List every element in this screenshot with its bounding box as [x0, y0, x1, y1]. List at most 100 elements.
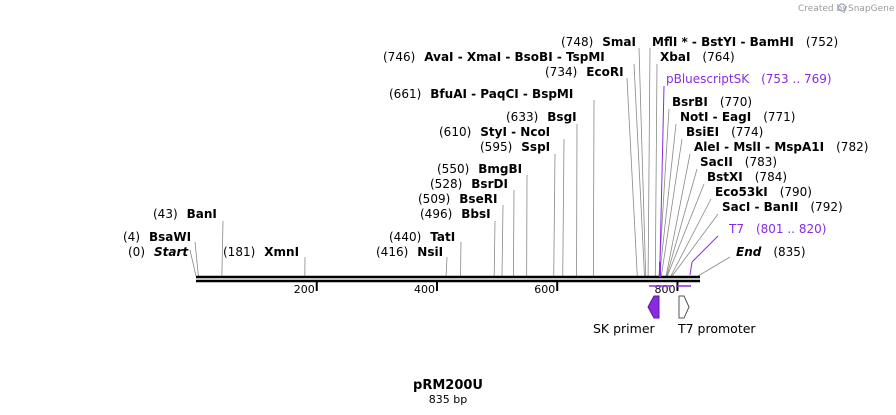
- leader-line-ecori: [626, 77, 638, 277]
- site-position: (792): [810, 200, 842, 214]
- svg-text:BstXI(784): BstXI (784): [707, 170, 787, 184]
- site-name: End: [736, 245, 762, 259]
- leader-line-bstxi: [666, 183, 705, 277]
- site-position: (835): [773, 245, 805, 259]
- site-position: (550): [437, 162, 469, 176]
- svg-text:BsiEI(774): BsiEI (774): [686, 125, 763, 139]
- sk-primer-label[interactable]: SK primer: [593, 321, 656, 336]
- site-name: Eco53kI: [715, 185, 768, 199]
- svg-text:(746)AvaI - XmaI - BsoBI: (746) AvaI - XmaI - BsoBI - TspMI: [383, 50, 605, 64]
- svg-text:MflI * - BstYI - BamHI(752: MflI * - BstYI - BamHI (752): [652, 35, 838, 49]
- site-label-xbai[interactable]: XbaI (764): [660, 50, 735, 64]
- site-name: Start: [154, 245, 189, 259]
- snapgene-logo-icon: [837, 3, 847, 12]
- t7-promoter-arrow-icon[interactable]: [678, 295, 690, 319]
- site-name: AleI - MslI - MspA1I: [694, 140, 824, 154]
- leader-line-eco53ki: [670, 198, 712, 277]
- sk-primer-feature[interactable]: SK primer: [593, 295, 660, 336]
- site-label-bsiei[interactable]: BsiEI (774): [686, 125, 763, 139]
- site-label-end[interactable]: End (835): [736, 245, 806, 259]
- svg-text:BsrBI(770): BsrBI (770): [672, 95, 752, 109]
- site-label-bfuai[interactable]: (661) BfuAI - PaqCI - BspMI: [389, 87, 573, 101]
- site-label-bsgi[interactable]: (633) BsgI: [506, 110, 577, 124]
- site-label-ecori[interactable]: (734) EcoRI: [545, 65, 624, 79]
- site-name: EcoRI: [586, 65, 623, 79]
- t7-promoter-feature[interactable]: T7 promoter: [677, 295, 756, 336]
- site-position: (509): [418, 192, 450, 206]
- svg-text:(509)BseRI: (509) BseRI: [418, 192, 497, 206]
- plasmid-size: 835 bp: [429, 393, 467, 406]
- site-name: SacI - BanII: [722, 200, 798, 214]
- site-name: MflI * - BstYI - BamHI: [652, 35, 794, 49]
- leader-line-ncoi: [562, 138, 565, 277]
- site-label-tati[interactable]: (440) TatI: [389, 230, 455, 244]
- site-name: SspI: [521, 140, 550, 154]
- site-label-bsrdi[interactable]: (528) BsrDI: [430, 177, 508, 191]
- svg-text:(416)NsiI: (416) NsiI: [376, 245, 443, 259]
- site-label-sacii[interactable]: SacII (783): [700, 155, 777, 169]
- leader-line-mfli: [647, 47, 651, 277]
- svg-text:(748)SmaI: (748) SmaI: [561, 35, 636, 49]
- t7-promoter-label[interactable]: T7 promoter: [677, 321, 756, 336]
- leader-line-bsrdi: [513, 189, 515, 277]
- site-label-bsrbi[interactable]: BsrBI (770): [672, 95, 752, 109]
- site-position: (771): [763, 110, 795, 124]
- leader-line-nsii: [445, 256, 448, 277]
- tick-label: 600: [534, 283, 555, 296]
- site-label-bmgbi[interactable]: (550) BmgBI: [437, 162, 522, 176]
- site-label-smai[interactable]: (748) SmaI: [561, 35, 636, 49]
- site-position: (782): [836, 140, 868, 154]
- site-position: (496): [420, 207, 452, 221]
- sequence-backbone: [196, 275, 700, 283]
- position-ruler: 200 400 600 800: [294, 282, 679, 296]
- snapgene-credit: Created by SnapGene: [798, 3, 895, 14]
- site-label-bani[interactable]: (43) BanI: [153, 207, 217, 221]
- svg-text:SacII(783): SacII (783): [700, 155, 777, 169]
- site-position: (661): [389, 87, 421, 101]
- site-label-noti[interactable]: NotI - EagI (771): [680, 110, 795, 124]
- svg-text:(440)TatI: (440) TatI: [389, 230, 455, 244]
- site-name: BsgI: [547, 110, 576, 124]
- feature-name: pBluescriptSK: [666, 72, 750, 86]
- site-leader-lines: [189, 47, 731, 277]
- site-label-ncoi[interactable]: (610) StyI - NcoI: [439, 125, 550, 139]
- leader-line-pbluescript: [659, 85, 665, 263]
- feature-markers: [649, 262, 691, 287]
- leader-line-bsawi: [194, 241, 199, 277]
- site-label-nsii[interactable]: (416) NsiI: [376, 245, 443, 259]
- site-position: (752): [806, 35, 838, 49]
- site-label-alei[interactable]: AleI - MslI - MspA1I (782): [694, 140, 868, 154]
- svg-text:T7(801 .. 820): T7 (801 .. 820): [728, 222, 826, 236]
- site-position: (181): [223, 245, 255, 259]
- site-label-saci[interactable]: SacI - BanII (792): [722, 200, 843, 214]
- site-position: (610): [439, 125, 471, 139]
- sk-primer-arrow-icon[interactable]: [647, 295, 660, 319]
- site-name: TatI: [430, 230, 455, 244]
- site-position: (416): [376, 245, 408, 259]
- leader-line-noti: [659, 123, 677, 277]
- site-name: BstXI: [707, 170, 743, 184]
- site-label-avai[interactable]: (746) AvaI - XmaI - BsoBI - TspMI: [383, 50, 605, 64]
- site-label-bsawi[interactable]: (4) BsaWI: [123, 230, 191, 244]
- site-position: (746): [383, 50, 415, 64]
- site-label-bbsi[interactable]: (496) BbsI: [420, 207, 491, 221]
- tick-label: 800: [654, 283, 675, 296]
- site-label-xmni[interactable]: (181) XmnI: [223, 245, 299, 259]
- site-name: BmgBI: [478, 162, 522, 176]
- site-label-bseri[interactable]: (509) BseRI: [418, 192, 497, 206]
- site-label-mfli[interactable]: MflI * - BstYI - BamHI (752): [652, 35, 838, 49]
- site-label-pbluescript[interactable]: pBluescriptSK (753 .. 769): [666, 72, 832, 86]
- site-name: AvaI - XmaI - BsoBI - TspMI: [424, 50, 604, 64]
- site-position: (790): [780, 185, 812, 199]
- credit-brand: SnapGene: [848, 4, 895, 14]
- site-name: BsrBI: [672, 95, 708, 109]
- site-label-eco53ki[interactable]: Eco53kI (790): [715, 185, 812, 199]
- site-position: (783): [745, 155, 777, 169]
- leader-line-sacii: [666, 168, 698, 277]
- site-label-bstxi[interactable]: BstXI (784): [707, 170, 787, 184]
- plasmid-title: pRM200U: [413, 378, 483, 393]
- site-label-sspi[interactable]: (595) SspI: [480, 140, 550, 154]
- site-label-t7[interactable]: T7 (801 .. 820): [728, 222, 826, 236]
- tick-label: 200: [294, 283, 315, 296]
- site-label-start[interactable]: (0) Start: [128, 245, 189, 259]
